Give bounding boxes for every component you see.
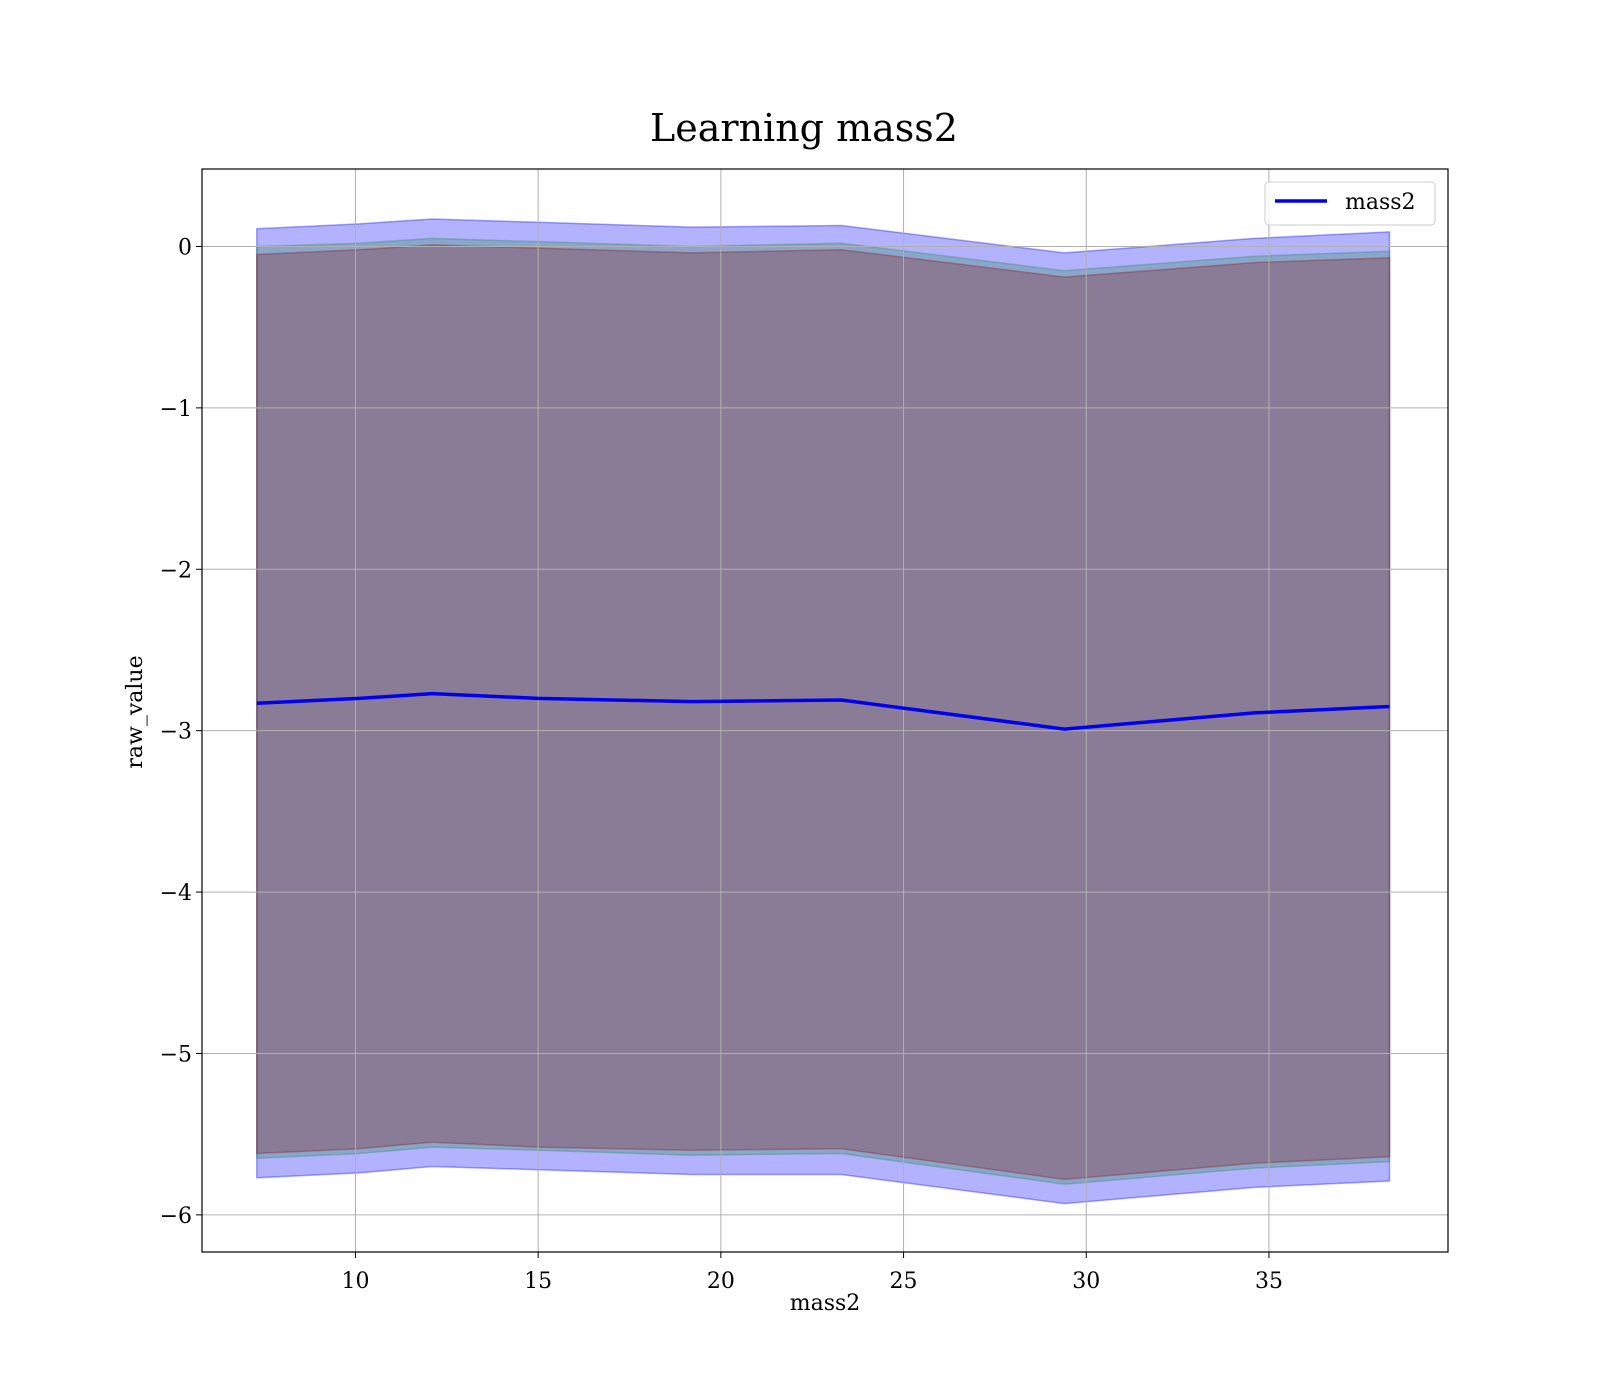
x-tick-label: 25 <box>890 1269 918 1294</box>
y-tick-label: −3 <box>160 720 192 745</box>
legend: mass2 <box>1264 181 1436 226</box>
plot-frame <box>201 168 1449 1253</box>
series-line-mass2 <box>256 691 1390 731</box>
y-tick-label: −6 <box>160 1204 192 1229</box>
legend-label: mass2 <box>1345 190 1416 215</box>
x-tick-label: 35 <box>1255 1269 1283 1294</box>
x-axis-ticks: 10 15 20 25 30 35 <box>341 1252 1283 1294</box>
x-tick-label: 30 <box>1072 1269 1100 1294</box>
confidence-band-3 <box>256 244 1391 1181</box>
y-tick-label: −4 <box>160 881 192 906</box>
y-axis-label: raw_value <box>123 655 148 768</box>
x-tick-label: 20 <box>707 1269 735 1294</box>
chart-title: Learning mass2 <box>650 106 958 150</box>
legend-box <box>1264 181 1436 226</box>
y-tick-label: −1 <box>160 397 192 422</box>
series-lines <box>256 691 1390 731</box>
x-tick-label: 15 <box>524 1269 552 1294</box>
x-tick-label: 10 <box>341 1269 369 1294</box>
confidence-bands <box>256 218 1391 1205</box>
y-tick-label: −5 <box>160 1042 192 1067</box>
plot-background <box>202 169 1448 1252</box>
grid-lines <box>202 169 1448 1252</box>
plot-area <box>201 168 1449 1253</box>
x-axis-label: mass2 <box>790 1291 861 1316</box>
y-tick-label: −2 <box>160 558 192 583</box>
y-axis-ticks: 0 −1 −2 −3 −4 −5 −6 <box>160 235 202 1229</box>
y-tick-label: 0 <box>178 235 192 260</box>
